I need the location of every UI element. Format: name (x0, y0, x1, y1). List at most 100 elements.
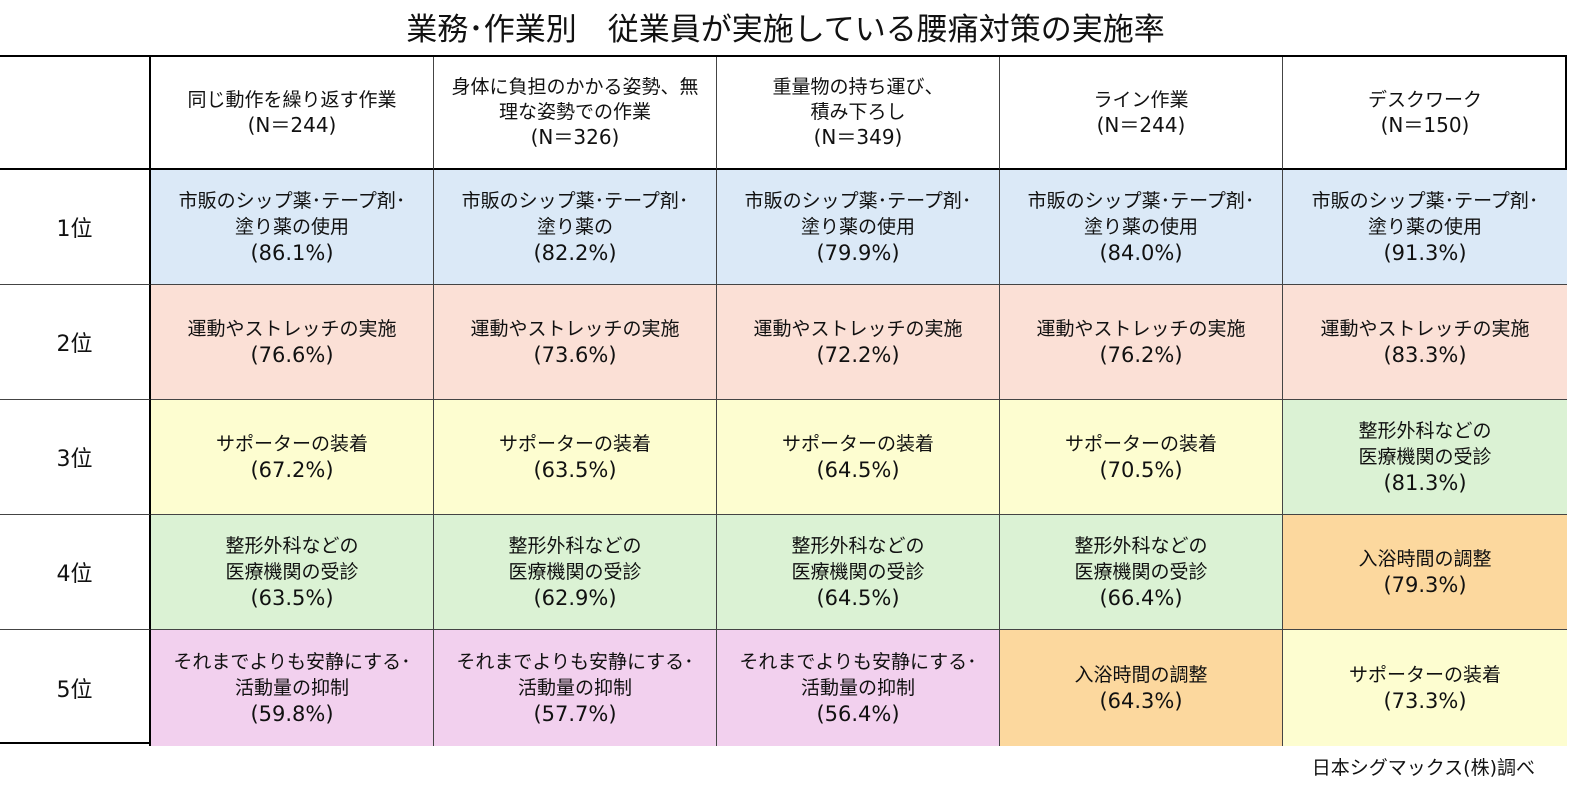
column-header-text: ライン作業 (N＝244) (1093, 88, 1188, 138)
measure-cell-text: 運動やストレッチの実施 (76.2%) (1036, 316, 1245, 368)
measure-rate: (76.2%) (1099, 343, 1183, 367)
rank-label: 5位 (0, 630, 151, 746)
measure-rate: (64.3%) (1099, 689, 1183, 713)
measure-cell-text: 運動やストレッチの実施 (72.2%) (753, 316, 962, 368)
column-header: 重量物の持ち運び、 積み下ろし (N＝349) (717, 57, 1000, 170)
measure-cell: サポーターの装着 (67.2%) (151, 400, 434, 515)
measure-rate: (91.3%) (1383, 241, 1467, 265)
measure-cell-text: 市販のシップ薬･テープ剤･ 塗り薬の使用 (91.3%) (1312, 188, 1539, 266)
measure-rate: (64.5%) (816, 586, 900, 610)
measure-label: 塗り薬の (536, 216, 613, 238)
measure-cell-text: サポーターの装着 (70.5%) (1065, 431, 1217, 483)
measure-cell: サポーターの装着 (73.3%) (1283, 630, 1567, 746)
measure-label: 運動やストレッチの実施 (187, 318, 397, 340)
rank-label: 2位 (0, 285, 151, 400)
measure-cell-text: それまでよりも安静にする･ 活動量の抑制 (59.8%) (173, 649, 410, 727)
measure-cell: 市販のシップ薬･テープ剤･ 塗り薬の使用 (79.9%) (717, 170, 1000, 285)
measure-cell: 整形外科などの 医療機関の受診 (64.5%) (717, 515, 1000, 630)
measure-label: 整形外科などの (225, 535, 359, 557)
measure-label: それまでよりも安静にする･ (456, 651, 694, 673)
measure-label: 塗り薬の使用 (1367, 216, 1482, 238)
measure-label: 整形外科などの (508, 535, 642, 557)
measure-rate: (64.5%) (816, 458, 900, 482)
measure-label: それまでよりも安静にする･ (739, 651, 977, 673)
measure-rate: (86.1%) (250, 241, 334, 265)
column-header-label: 身体に負担のかかる姿勢、無 (451, 76, 699, 98)
measure-rate: (82.2%) (533, 241, 617, 265)
measure-cell-text: 入浴時間の調整 (79.3%) (1358, 546, 1491, 598)
measure-cell-text: サポーターの装着 (73.3%) (1349, 662, 1501, 714)
measure-rate: (84.0%) (1099, 241, 1183, 265)
measure-cell-text: 入浴時間の調整 (64.3%) (1074, 662, 1207, 714)
column-header: デスクワーク (N＝150) (1283, 57, 1567, 170)
measure-cell: 運動やストレッチの実施 (72.2%) (717, 285, 1000, 400)
measure-cell-text: サポーターの装着 (67.2%) (216, 431, 368, 483)
column-header-label: 理な姿勢での作業 (498, 101, 651, 123)
measure-rate: (81.3%) (1383, 471, 1467, 495)
measure-rate: (59.8%) (250, 702, 334, 726)
column-header-label: 重量物の持ち運び、 (772, 76, 944, 98)
measure-cell: 市販のシップ薬･テープ剤･ 塗り薬の使用 (84.0%) (1000, 170, 1283, 285)
measure-cell: 運動やストレッチの実施 (73.6%) (434, 285, 717, 400)
measure-cell: それまでよりも安静にする･ 活動量の抑制 (59.8%) (151, 630, 434, 746)
measure-cell-text: 整形外科などの 医療機関の受診 (64.5%) (791, 533, 924, 611)
measure-cell-text: それまでよりも安静にする･ 活動量の抑制 (57.7%) (456, 649, 693, 727)
measure-rate: (63.5%) (533, 458, 617, 482)
measure-cell: 整形外科などの 医療機関の受診 (63.5%) (151, 515, 434, 630)
measure-cell: 入浴時間の調整 (64.3%) (1000, 630, 1283, 746)
measure-label: それまでよりも安静にする･ (173, 651, 411, 673)
column-header: 同じ動作を繰り返す作業 (N＝244) (151, 57, 434, 170)
measure-cell: 市販のシップ薬･テープ剤･ 塗り薬の使用 (91.3%) (1283, 170, 1567, 285)
measure-label: 市販のシップ薬･テープ剤･ (1311, 190, 1539, 212)
measure-cell: 整形外科などの 医療機関の受診 (66.4%) (1000, 515, 1283, 630)
column-sample-size: (N＝244) (247, 112, 337, 137)
measure-label: 医療機関の受診 (1074, 561, 1208, 583)
measure-rate: (56.4%) (816, 702, 900, 726)
measure-label: サポーターの装着 (781, 433, 934, 455)
column-header: ライン作業 (N＝244) (1000, 57, 1283, 170)
measure-label: 市販のシップ薬･テープ剤･ (461, 190, 689, 212)
measure-cell: 市販のシップ薬･テープ剤･ 塗り薬の (82.2%) (434, 170, 717, 285)
measure-label: 運動やストレッチの実施 (1036, 318, 1246, 340)
measure-rate: (63.5%) (250, 586, 334, 610)
column-sample-size: (N＝150) (1380, 112, 1470, 137)
measure-cell-text: 市販のシップ薬･テープ剤･ 塗り薬の (82.2%) (462, 188, 689, 266)
column-header-label: ライン作業 (1093, 88, 1189, 111)
column-header-text: 同じ動作を繰り返す作業 (N＝244) (187, 88, 396, 138)
measure-cell: 運動やストレッチの実施 (83.3%) (1283, 285, 1567, 400)
measure-cell-text: 整形外科などの 医療機関の受診 (66.4%) (1074, 533, 1207, 611)
measure-label: 入浴時間の調整 (1358, 548, 1492, 570)
measure-label: 運動やストレッチの実施 (470, 318, 680, 340)
measure-label: 医療機関の受診 (1358, 446, 1492, 468)
measure-rate: (73.6%) (533, 343, 617, 367)
column-header-text: 重量物の持ち運び、 積み下ろし (N＝349) (772, 75, 943, 150)
measure-cell: 運動やストレッチの実施 (76.6%) (151, 285, 434, 400)
measure-label: サポーターの装着 (1348, 664, 1501, 686)
measure-cell-text: 整形外科などの 医療機関の受診 (81.3%) (1358, 418, 1491, 496)
measure-label: 市販のシップ薬･テープ剤･ (744, 190, 972, 212)
measure-label: 塗り薬の使用 (800, 216, 915, 238)
measure-cell-text: サポーターの装着 (63.5%) (499, 431, 651, 483)
measure-label: 活動量の抑制 (800, 677, 915, 699)
measure-rate: (70.5%) (1099, 458, 1183, 482)
measure-rate: (72.2%) (816, 343, 900, 367)
measure-rate: (66.4%) (1099, 586, 1183, 610)
measure-cell: 入浴時間の調整 (79.3%) (1283, 515, 1567, 630)
column-header-label: デスクワーク (1367, 88, 1482, 111)
measure-cell-text: 市販のシップ薬･テープ剤･ 塗り薬の使用 (79.9%) (745, 188, 972, 266)
measure-label: 整形外科などの (1074, 535, 1208, 557)
column-header-text: 身体に負担のかかる姿勢、無 理な姿勢での作業 (N＝326) (451, 75, 698, 150)
measure-cell: 運動やストレッチの実施 (76.2%) (1000, 285, 1283, 400)
measure-label: 整形外科などの (791, 535, 925, 557)
column-header-label: 積み下ろし (810, 101, 906, 123)
measure-label: 活動量の抑制 (517, 677, 632, 699)
measure-label: 医療機関の受診 (791, 561, 925, 583)
measure-cell: 市販のシップ薬･テープ剤･ 塗り薬の使用 (86.1%) (151, 170, 434, 285)
rank-label: 3位 (0, 400, 151, 515)
measure-cell: サポーターの装着 (70.5%) (1000, 400, 1283, 515)
measure-label: 塗り薬の使用 (234, 216, 349, 238)
column-sample-size: (N＝326) (530, 125, 620, 149)
measure-cell-text: 整形外科などの 医療機関の受診 (62.9%) (508, 533, 641, 611)
measure-cell: それまでよりも安静にする･ 活動量の抑制 (57.7%) (434, 630, 717, 746)
ranking-table: 同じ動作を繰り返す作業 (N＝244) 身体に負担のかかる姿勢、無 理な姿勢での作業(… (0, 55, 1567, 746)
